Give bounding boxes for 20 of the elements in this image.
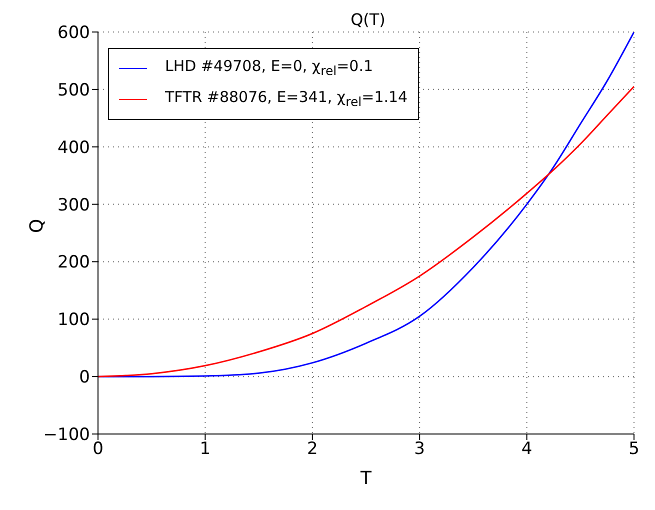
legend-label: LHD #49708, E=0, χ$_{rel}$=0.1 [165,56,374,80]
legend-label: TFTR #88076, E=341, χ$_{rel}$=1.14 [165,87,408,111]
x-tick-label: 1 [200,439,211,460]
x-tick-label: 0 [92,439,104,460]
x-tick-label: 3 [414,439,426,460]
y-tick-label: 300 [58,195,90,216]
y-tick-label: 0 [79,368,90,388]
y-tick-label: 500 [58,80,90,100]
line-series [98,86,634,378]
x-tick-label: 4 [521,439,532,460]
x-tick-label: 2 [306,439,318,460]
x-tick-label: 5 [628,439,640,460]
y-tick-label: 200 [58,252,90,273]
y-tick-label: −100 [43,425,90,446]
y-tick-label: 400 [58,138,90,158]
x-axis-title: T [360,468,372,489]
chart-title: Q(T) [350,10,386,29]
y-tick-label: 600 [58,23,90,44]
y-tick-label: 100 [58,310,90,330]
y-axis-title: Q [26,218,48,233]
